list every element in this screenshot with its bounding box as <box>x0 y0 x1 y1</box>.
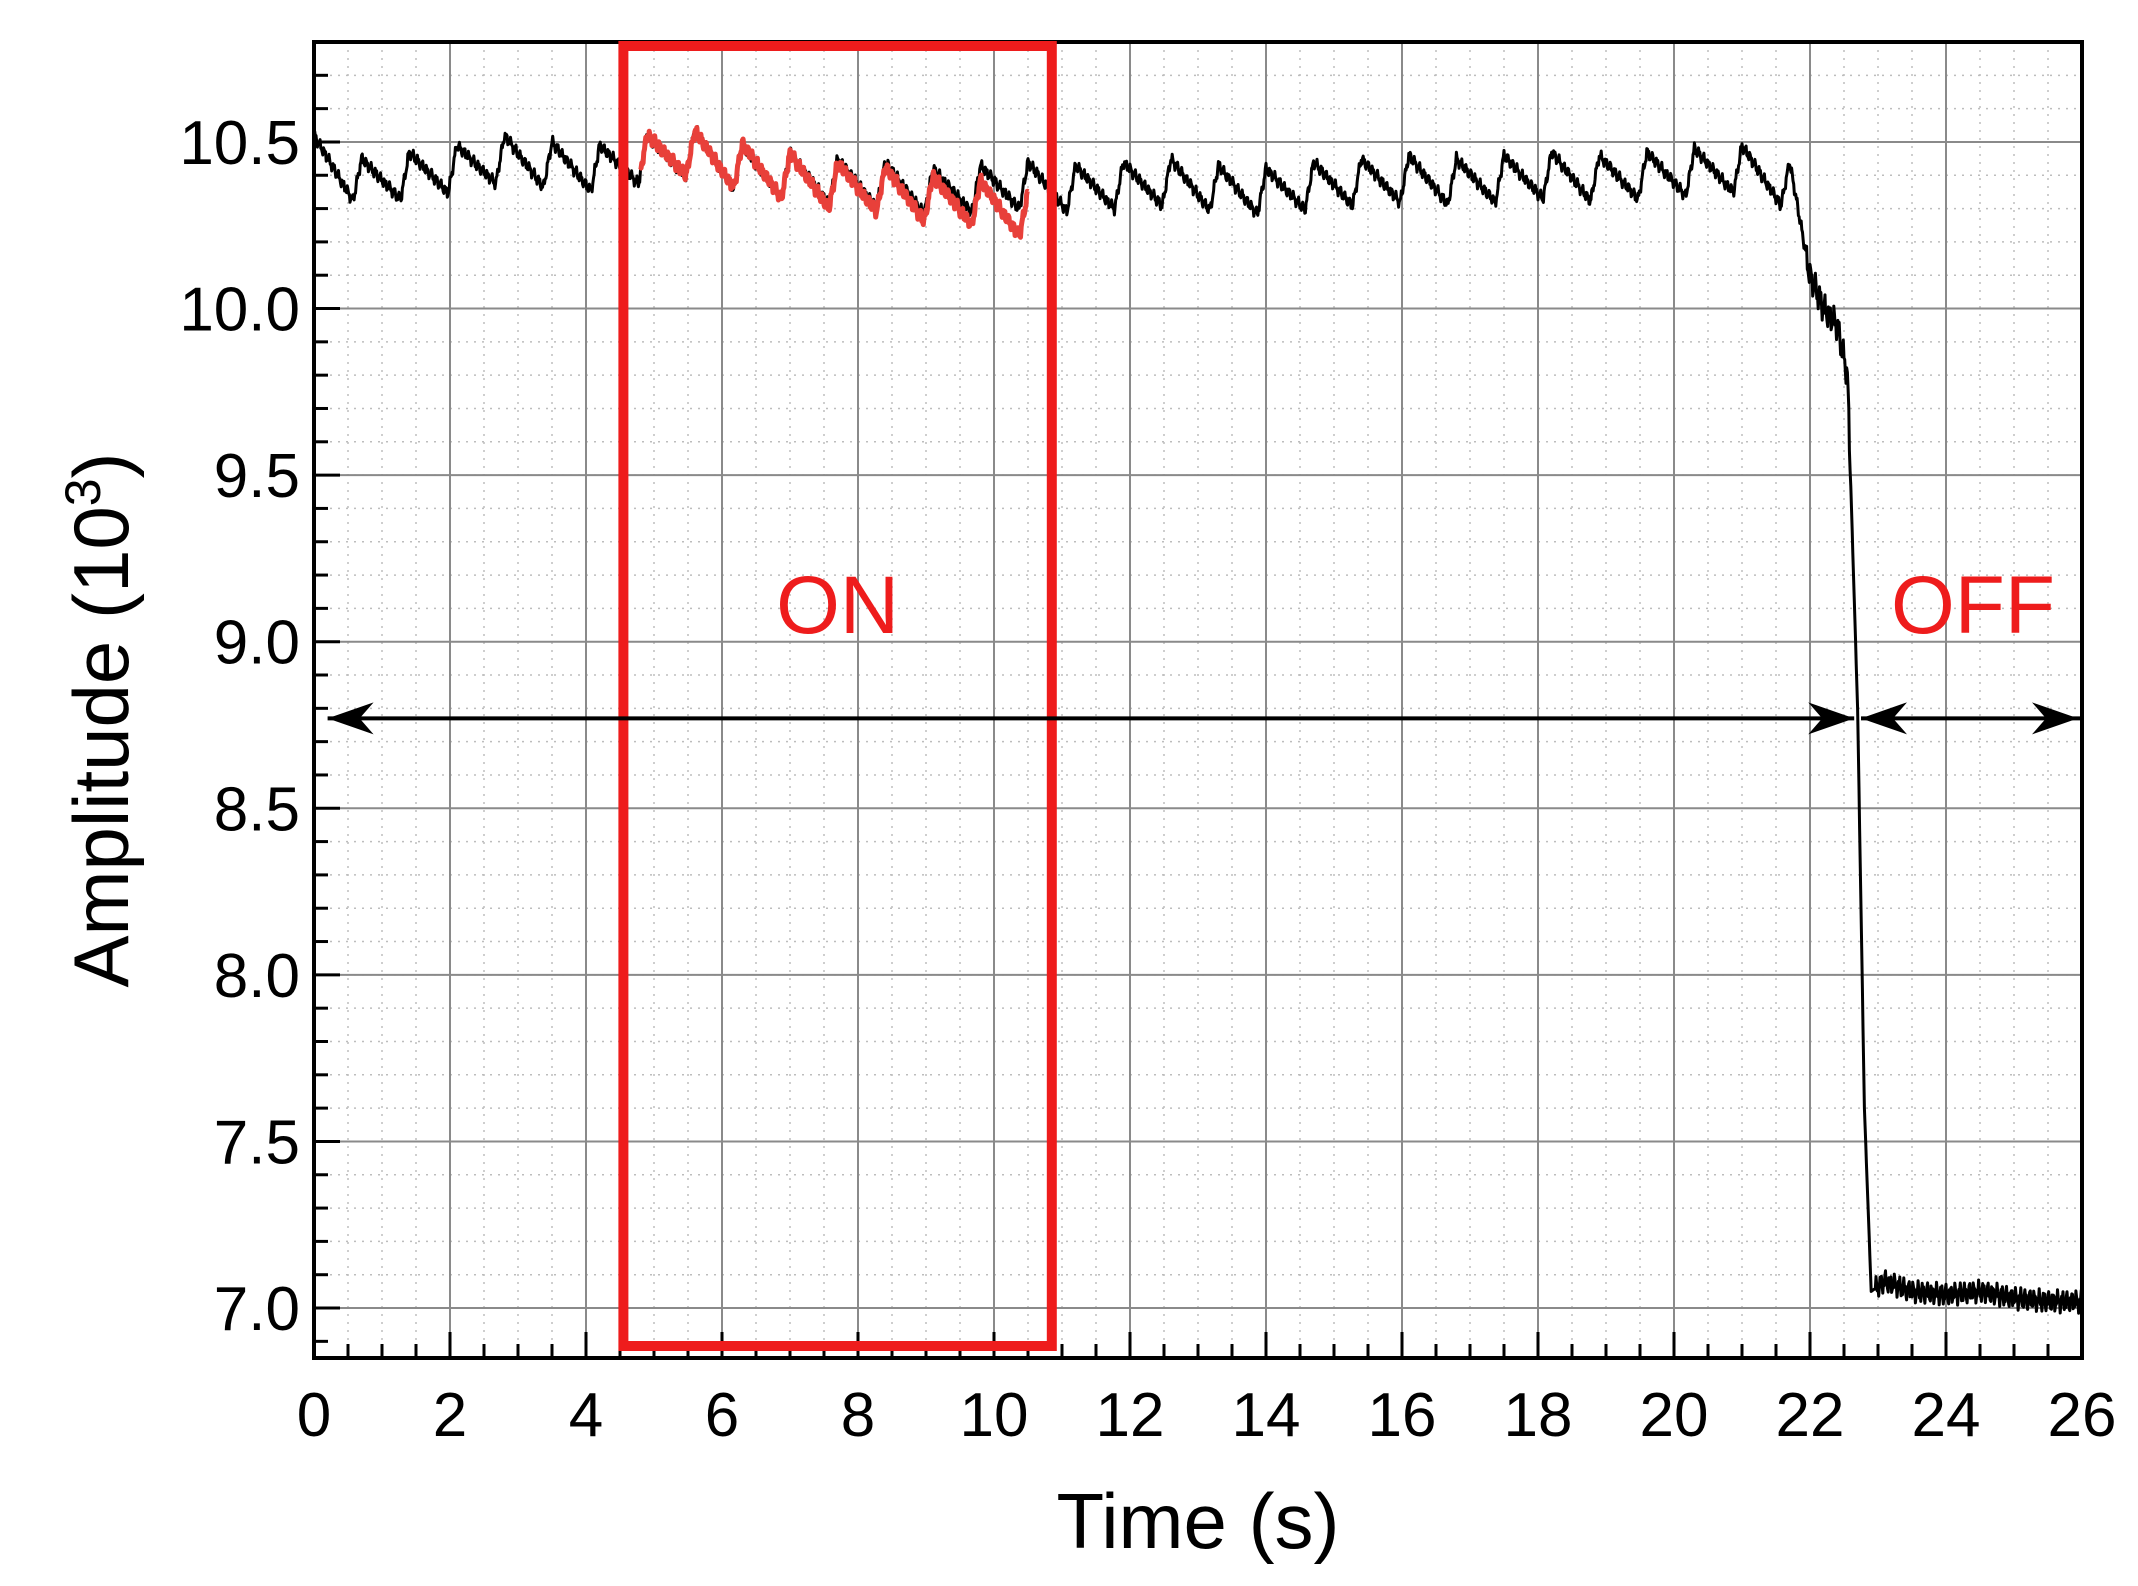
y-tick-labels: 7.0 7.5 8.0 8.5 9.0 9.5 10.0 10.5 <box>179 109 300 1344</box>
x-tick-label: 20 <box>1640 1381 1709 1450</box>
series-line-1 <box>638 125 1030 240</box>
y-axis-title-main: Amplitude (10 <box>57 506 145 987</box>
y-tick-label: 8.5 <box>214 775 300 844</box>
major-grid <box>313 42 2083 1358</box>
x-tick-label: 22 <box>1776 1381 1845 1450</box>
y-axis-title-close: ) <box>57 452 145 478</box>
y-tick-label: 9.0 <box>214 609 300 678</box>
y-tick-label: 8.0 <box>214 942 300 1011</box>
x-tick-label: 2 <box>433 1381 467 1450</box>
y-tick-label: 10.0 <box>179 276 300 345</box>
on-window-box <box>618 41 1057 1351</box>
x-tick-label: 16 <box>1368 1381 1437 1450</box>
x-tick-label: 8 <box>841 1381 875 1450</box>
x-tick-labels: 0 2 4 6 8 10 12 14 16 18 20 22 24 26 <box>297 1381 2117 1450</box>
x-tick-label: 4 <box>569 1381 603 1450</box>
x-tick-label: 14 <box>1232 1381 1301 1450</box>
x-tick-label: 18 <box>1504 1381 1573 1450</box>
x-tick-label: 12 <box>1096 1381 1165 1450</box>
on-duration-arrowhead-right <box>1808 702 1855 735</box>
x-axis-title: Time (s) <box>1056 1477 1339 1565</box>
x-tick-label: 10 <box>960 1381 1029 1450</box>
off-label: OFF <box>1891 560 2055 651</box>
annotation-layer: ON OFF <box>327 41 2082 1351</box>
off-duration-arrowhead-right <box>2032 702 2078 735</box>
series-line-0 <box>312 125 2084 1315</box>
y-tick-label: 9.5 <box>214 442 300 511</box>
off-duration-arrowhead-left <box>1861 702 1907 735</box>
tick-marks <box>312 40 2084 1358</box>
y-axis-title: Amplitude (103) <box>55 452 145 987</box>
y-axis-title-superscript: 3 <box>55 478 111 506</box>
on-duration-arrowhead-left <box>327 702 374 735</box>
y-tick-label: 7.5 <box>214 1108 300 1177</box>
x-tick-label: 26 <box>2048 1381 2117 1450</box>
x-tick-label: 6 <box>705 1381 739 1450</box>
on-label: ON <box>776 560 899 651</box>
y-tick-label: 7.0 <box>214 1275 300 1344</box>
x-tick-label: 24 <box>1912 1381 1981 1450</box>
y-tick-label: 10.5 <box>179 109 300 178</box>
series-layer <box>312 125 2084 1315</box>
x-tick-label: 0 <box>297 1381 331 1450</box>
